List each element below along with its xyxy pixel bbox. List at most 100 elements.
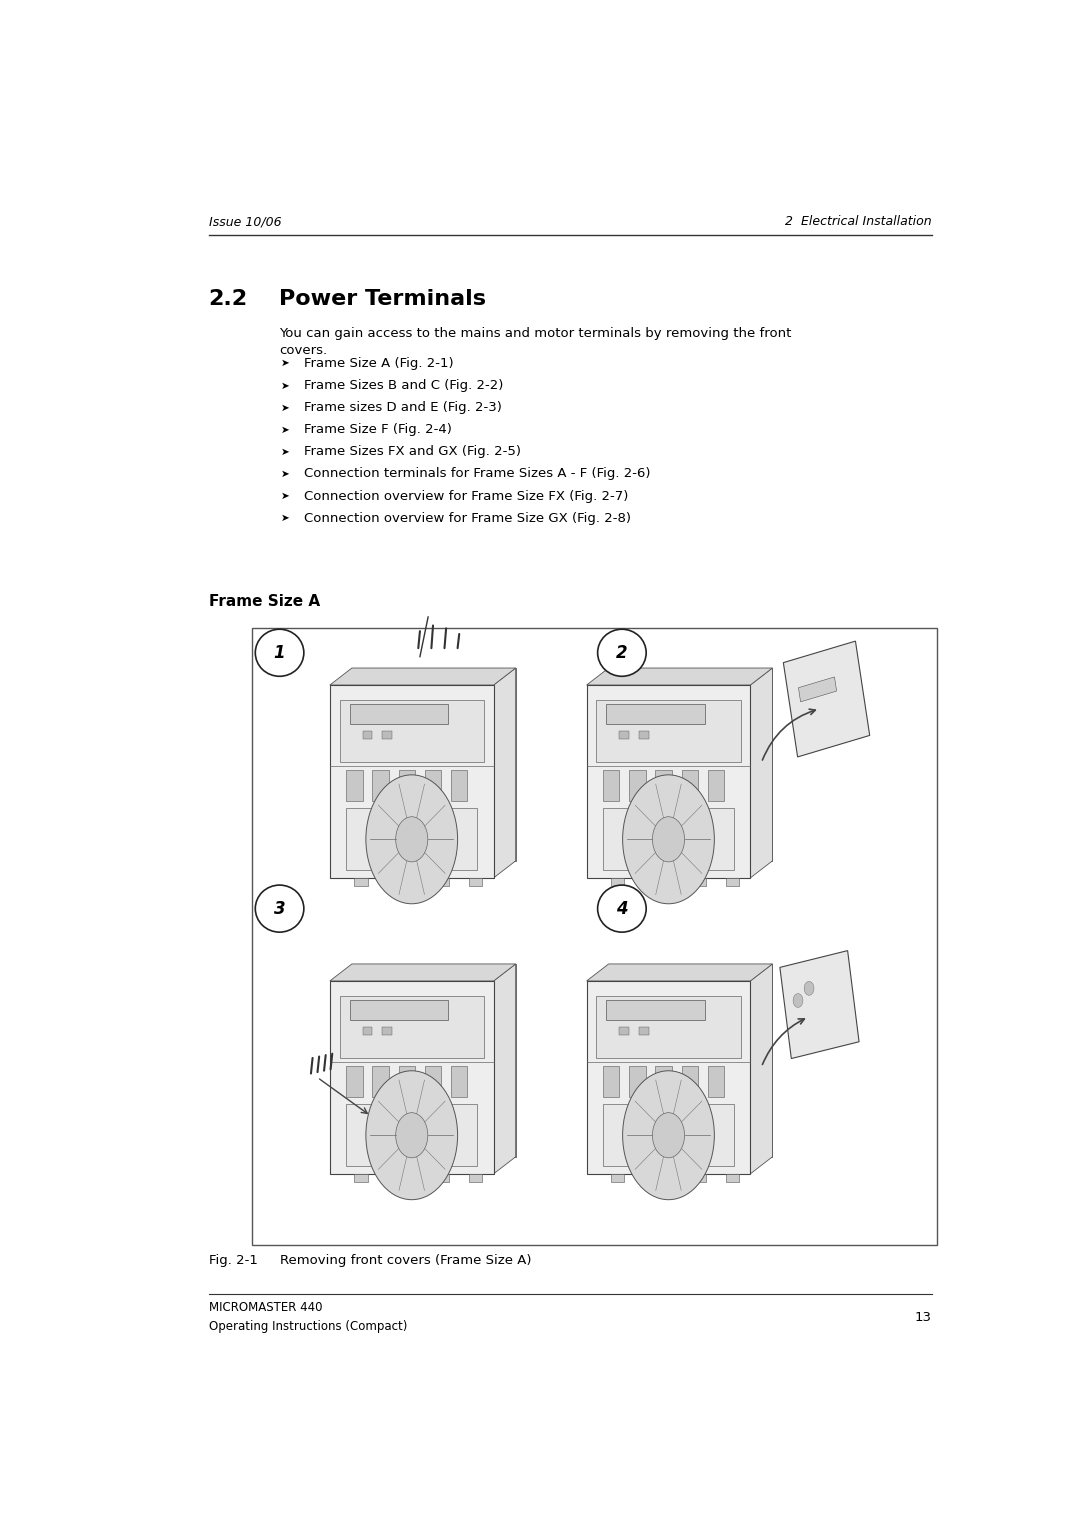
Bar (395, 1174, 408, 1181)
Bar (363, 1027, 373, 1034)
Bar (652, 879, 665, 886)
Text: Connection terminals for Frame Sizes A - F (Fig. 2-6): Connection terminals for Frame Sizes A -… (305, 468, 650, 480)
Bar (630, 770, 646, 801)
Text: You can gain access to the mains and motor terminals by removing the front
cover: You can gain access to the mains and mot… (279, 327, 792, 358)
Text: ➤: ➤ (281, 446, 289, 457)
Bar (451, 770, 468, 801)
Text: Frame sizes D and E (Fig. 2-3): Frame sizes D and E (Fig. 2-3) (305, 402, 502, 414)
Polygon shape (751, 964, 772, 1174)
Polygon shape (586, 964, 772, 981)
Bar (469, 1174, 482, 1181)
Bar (603, 770, 619, 801)
Text: Connection overview for Frame Size FX (Fig. 2-7): Connection overview for Frame Size FX (F… (305, 489, 629, 503)
Circle shape (623, 1071, 714, 1199)
Bar (726, 1174, 739, 1181)
Bar (424, 1067, 442, 1097)
Bar (707, 770, 725, 801)
Circle shape (652, 817, 685, 862)
Bar (436, 879, 449, 886)
Text: 3: 3 (273, 900, 285, 918)
Bar (395, 879, 408, 886)
Ellipse shape (255, 630, 303, 677)
Bar (363, 732, 373, 740)
Text: 4: 4 (616, 900, 627, 918)
Bar (656, 1067, 672, 1097)
Text: 2: 2 (616, 643, 627, 662)
Bar (630, 1067, 646, 1097)
Bar (354, 879, 367, 886)
Bar (382, 732, 392, 740)
Bar (382, 1027, 392, 1034)
Bar (586, 685, 751, 879)
Bar (253, 628, 936, 1245)
Text: Removing front covers (Frame Size A): Removing front covers (Frame Size A) (280, 1254, 531, 1267)
Bar (603, 1067, 619, 1097)
Circle shape (793, 993, 802, 1007)
Bar (596, 700, 741, 762)
Circle shape (395, 817, 428, 862)
Bar (451, 1067, 468, 1097)
Bar (639, 1027, 649, 1034)
Bar (606, 704, 704, 724)
Text: Fig. 2-1: Fig. 2-1 (208, 1254, 257, 1267)
Polygon shape (586, 668, 772, 685)
Bar (340, 700, 484, 762)
Text: ➤: ➤ (281, 380, 289, 391)
Circle shape (366, 1071, 458, 1199)
Text: Frame Sizes FX and GX (Fig. 2-5): Frame Sizes FX and GX (Fig. 2-5) (305, 445, 521, 458)
Bar (681, 770, 698, 801)
Bar (347, 770, 363, 801)
Text: ➤: ➤ (281, 513, 289, 523)
Polygon shape (494, 964, 515, 1174)
Polygon shape (329, 964, 515, 981)
Bar (619, 732, 630, 740)
Circle shape (395, 1112, 428, 1158)
Text: MICROMASTER 440: MICROMASTER 440 (208, 1302, 322, 1314)
Text: ➤: ➤ (281, 490, 289, 501)
Bar (693, 1174, 706, 1181)
Polygon shape (783, 642, 869, 756)
Bar (611, 1174, 624, 1181)
Text: Frame Size A (Fig. 2-1): Frame Size A (Fig. 2-1) (305, 358, 454, 370)
Text: 13: 13 (915, 1311, 932, 1323)
Bar (469, 879, 482, 886)
Bar (329, 685, 494, 879)
Polygon shape (329, 668, 515, 685)
Text: Frame Size F (Fig. 2-4): Frame Size F (Fig. 2-4) (305, 423, 451, 435)
Bar (596, 996, 741, 1057)
Circle shape (366, 775, 458, 903)
Bar (373, 770, 389, 801)
Polygon shape (352, 964, 515, 1157)
Polygon shape (609, 668, 772, 860)
Polygon shape (494, 668, 515, 879)
Bar (603, 808, 734, 869)
Text: Frame Size A: Frame Size A (208, 594, 320, 610)
Bar (798, 677, 837, 701)
Bar (656, 770, 672, 801)
Bar (606, 1001, 704, 1019)
Circle shape (623, 775, 714, 903)
Polygon shape (751, 668, 772, 879)
Text: Issue 10/06: Issue 10/06 (208, 215, 281, 228)
Ellipse shape (597, 885, 646, 932)
Bar (603, 1105, 734, 1166)
Bar (347, 1105, 477, 1166)
Bar (707, 1067, 725, 1097)
Bar (373, 1067, 389, 1097)
Bar (619, 1027, 630, 1034)
Text: ➤: ➤ (281, 402, 289, 413)
Bar (436, 1174, 449, 1181)
Bar (354, 1174, 367, 1181)
Bar (652, 1174, 665, 1181)
Polygon shape (609, 964, 772, 1157)
Bar (340, 996, 484, 1057)
Circle shape (652, 1112, 685, 1158)
Polygon shape (780, 950, 859, 1059)
Polygon shape (352, 668, 515, 860)
Text: Operating Instructions (Compact): Operating Instructions (Compact) (208, 1320, 407, 1332)
Bar (350, 1001, 448, 1019)
Text: ➤: ➤ (281, 469, 289, 478)
Bar (611, 879, 624, 886)
Bar (586, 981, 751, 1174)
Bar (329, 981, 494, 1174)
